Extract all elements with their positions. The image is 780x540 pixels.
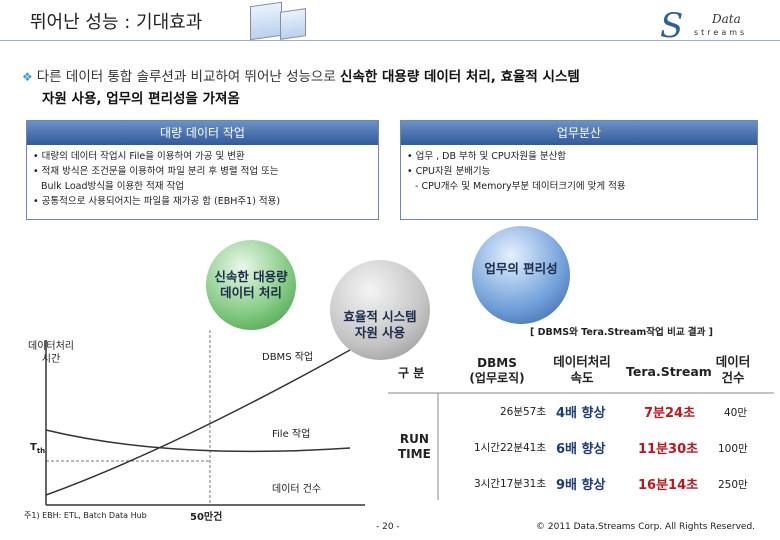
bulk-data-title: 대량 데이터 작업 <box>27 121 378 145</box>
file-curve <box>45 429 351 453</box>
row-tera: 16분14초 <box>638 478 699 493</box>
row-speed: 9배 향상 <box>556 478 606 493</box>
performance-graph <box>45 330 365 506</box>
dbms-curve <box>45 349 351 496</box>
file-curve-label: File 작업 <box>272 429 311 440</box>
headline-bold-1: 신속한 대용량 데이터 처리, 효율적 시스템 <box>340 69 580 85</box>
row-speed: 6배 향상 <box>556 442 606 457</box>
bulk-line: • 공통적으로 사용되어지는 파일을 재가공 함 (EBH주1) 적용) <box>33 196 281 207</box>
dist-line: - CPU개수 및 Memory부분 데이터크기에 맞게 적용 <box>415 181 626 192</box>
row-dbms: 26분57초 <box>499 406 546 418</box>
row-dbms: 3시간17분31초 <box>473 478 546 490</box>
x-axis-label: 데이터 건수 <box>272 484 322 495</box>
header-dbms: DBMS (업무로직) <box>469 356 525 385</box>
runtime-label: RUN TIME <box>398 432 431 461</box>
dist-line: • CPU자원 분배기능 <box>407 166 491 177</box>
document-icon <box>250 1 282 41</box>
threshold-label: Tth <box>30 442 46 455</box>
copyright: © 2011 Data.Streams Corp. All Rights Res… <box>536 522 756 532</box>
row-count: 100만 <box>718 443 748 455</box>
row-speed: 4배 향상 <box>556 406 606 421</box>
title-divider <box>0 40 780 41</box>
row-count: 250만 <box>718 479 748 491</box>
document-icon <box>280 8 306 40</box>
header-speed: 데이터처리 속도 <box>553 354 611 385</box>
load-distribution-title: 업무분산 <box>401 121 757 145</box>
page-title: 뛰어난 성능 : 기대효과 <box>30 12 203 33</box>
dbms-curve-label: DBMS 작업 <box>262 352 314 363</box>
bulk-line: Bulk Load방식을 이용한 적재 작업 <box>41 181 184 192</box>
row-tera: 11분30초 <box>638 442 699 457</box>
diamond-bullet-icon: ❖ <box>22 70 33 84</box>
logo-data: Data <box>712 12 741 26</box>
x-threshold-label: 50만건 <box>190 512 223 523</box>
logo-s-mark: S <box>660 6 684 46</box>
compare-table-lines <box>388 392 774 500</box>
header-count: 데이터 건수 <box>715 354 751 385</box>
header-gubun: 구 분 <box>398 366 425 380</box>
efficient-resource-circle: 효율적 시스템 자원 사용 <box>330 260 430 360</box>
row-tera: 7분24초 <box>644 406 696 421</box>
load-distribution-box: 업무분산 • 업무 , DB 부하 및 CPU자원을 분산함 • CPU자원 분… <box>400 120 758 220</box>
y-axis-label: 데이터처리 시간 <box>28 341 74 365</box>
footnote: 주1) EBH: ETL, Batch Data Hub <box>24 511 147 520</box>
logo-streams: streams <box>694 28 748 37</box>
headline-text: 다른 데이터 통합 솔루션과 비교하여 뛰어난 성능으로 <box>36 69 341 85</box>
dist-line: • 업무 , DB 부하 및 CPU자원을 분산함 <box>407 151 567 162</box>
row-count: 40만 <box>724 407 748 419</box>
convenience-circle: 업무의 편리성 <box>472 226 570 324</box>
header-tera: Tera.Stream <box>626 364 712 379</box>
page-number: - 20 - <box>376 522 400 532</box>
bulk-line: • 대량의 데이터 작업시 File을 이용하여 가공 및 변환 <box>33 151 245 162</box>
bulk-data-box: 대량 데이터 작업 • 대량의 데이터 작업시 File을 이용하여 가공 및 … <box>26 120 379 220</box>
compare-caption: [ DBMS와 Tera.Stream작업 비교 결과 ] <box>530 327 714 338</box>
bulk-line: • 적재 방식은 조건문을 이용하여 파일 분리 후 병렬 적업 또는 <box>33 166 279 177</box>
fast-processing-circle: 신속한 대용량 데이터 처리 <box>206 240 296 330</box>
company-logo: S Data streams <box>660 6 770 46</box>
headline: ❖ 다른 데이터 통합 솔루션과 비교하여 뛰어난 성능으로 신속한 대용량 데이… <box>22 66 762 110</box>
row-dbms: 1시간22분41초 <box>473 442 546 454</box>
headline-bold-2: 자원 사용, 업무의 편리성을 가져옴 <box>42 91 240 107</box>
